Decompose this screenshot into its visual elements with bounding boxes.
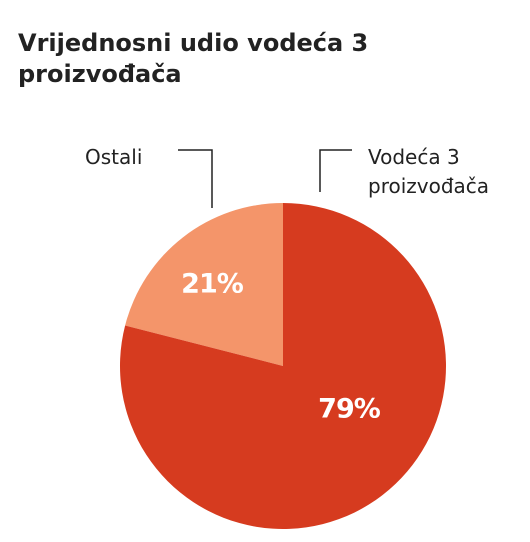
value-label: 79%	[318, 394, 381, 425]
category-label: Vodeća 3 proizvođača	[368, 145, 490, 198]
leader-line	[319, 149, 352, 192]
leader-line	[178, 149, 213, 208]
value-label: 21%	[181, 269, 244, 300]
pie-slice	[120, 203, 446, 529]
chart-title: Vrijednosni udio vodeća 3 proizvođača	[18, 29, 369, 88]
pie-slice	[125, 203, 283, 366]
category-label: Ostali	[85, 145, 143, 169]
